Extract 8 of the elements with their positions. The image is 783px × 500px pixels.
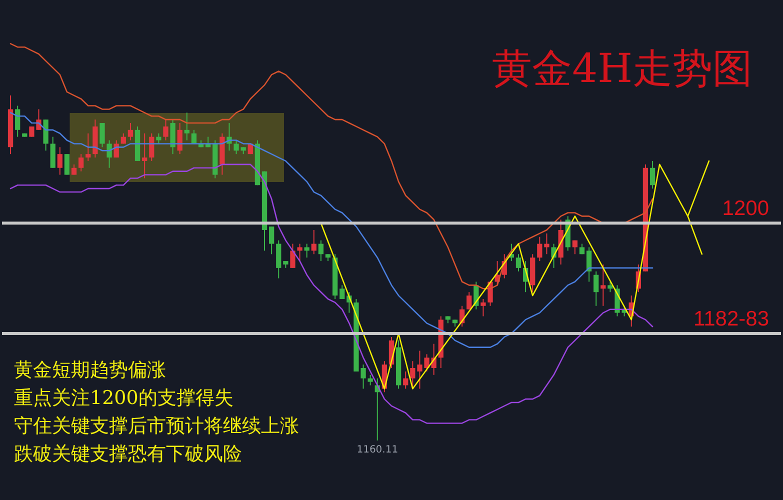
annotation: 1182-83 [693,308,769,331]
annotation: 1160.11 [356,444,398,456]
annotation: 1200 [722,197,769,220]
annotation: 重点关注1200的支撑得失 [14,387,234,409]
annotation: 守住关键支撑后市预计将继续上涨 [14,415,299,437]
annotation: 黄金短期趋势偏涨 [14,359,166,381]
text: 跌破关键支撑恐有下破风险 [14,443,242,465]
chart-title: 黄金4H走势图 [492,46,752,92]
